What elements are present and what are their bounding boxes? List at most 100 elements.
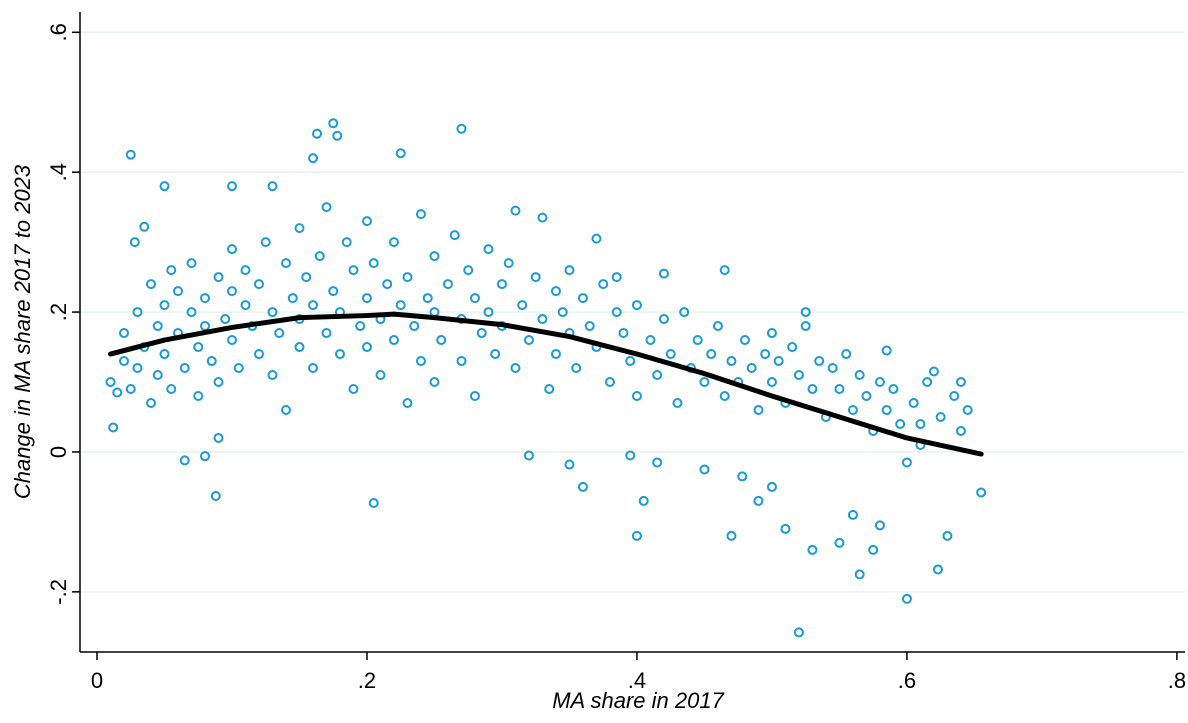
point bbox=[793, 627, 804, 638]
point bbox=[935, 411, 946, 422]
scatter-points bbox=[105, 118, 987, 638]
point bbox=[922, 377, 933, 388]
x-axis-title: MA share in 2017 bbox=[552, 688, 724, 713]
point bbox=[672, 397, 683, 408]
point bbox=[179, 363, 190, 374]
point bbox=[199, 451, 210, 462]
point bbox=[119, 356, 130, 367]
point bbox=[361, 293, 372, 304]
point bbox=[699, 464, 710, 475]
point bbox=[402, 272, 413, 283]
point bbox=[753, 404, 764, 415]
point bbox=[415, 356, 426, 367]
point bbox=[719, 265, 730, 276]
point bbox=[496, 279, 507, 290]
point bbox=[564, 265, 575, 276]
grid bbox=[80, 31, 1185, 593]
point bbox=[328, 118, 339, 129]
point bbox=[375, 370, 386, 381]
point bbox=[361, 342, 372, 353]
point bbox=[321, 328, 332, 339]
point bbox=[456, 123, 467, 134]
point bbox=[591, 233, 602, 244]
point bbox=[932, 564, 943, 575]
point bbox=[712, 321, 723, 332]
point bbox=[409, 321, 420, 332]
point bbox=[510, 363, 521, 374]
point bbox=[874, 377, 885, 388]
point bbox=[139, 221, 150, 232]
point bbox=[658, 314, 669, 325]
point bbox=[834, 537, 845, 548]
point bbox=[132, 307, 143, 318]
point bbox=[550, 349, 561, 360]
point bbox=[226, 181, 237, 192]
point bbox=[611, 272, 622, 283]
point bbox=[719, 391, 730, 401]
point bbox=[854, 569, 865, 580]
point bbox=[388, 237, 399, 248]
point bbox=[193, 391, 204, 401]
point bbox=[760, 349, 771, 360]
point bbox=[368, 498, 379, 509]
point bbox=[652, 457, 663, 468]
point bbox=[280, 404, 291, 415]
point bbox=[780, 523, 791, 534]
point bbox=[125, 149, 136, 160]
point bbox=[976, 487, 987, 498]
point bbox=[287, 293, 298, 304]
point bbox=[766, 328, 777, 339]
point bbox=[112, 387, 123, 398]
point bbox=[523, 335, 534, 346]
point bbox=[166, 265, 177, 276]
point bbox=[571, 363, 582, 374]
point bbox=[544, 384, 555, 395]
point bbox=[800, 307, 811, 318]
point bbox=[314, 251, 325, 262]
point bbox=[881, 345, 892, 356]
point bbox=[490, 349, 501, 360]
point bbox=[962, 404, 973, 415]
point bbox=[665, 349, 676, 360]
point bbox=[307, 153, 318, 164]
point bbox=[841, 349, 852, 360]
point bbox=[557, 307, 568, 318]
point bbox=[267, 307, 278, 318]
point bbox=[355, 321, 366, 332]
point bbox=[618, 328, 629, 339]
point bbox=[827, 363, 838, 374]
point bbox=[881, 404, 892, 415]
point bbox=[226, 335, 237, 346]
point bbox=[955, 377, 966, 388]
point bbox=[955, 425, 966, 436]
point bbox=[179, 455, 190, 466]
point bbox=[429, 251, 440, 262]
point bbox=[294, 223, 305, 234]
point bbox=[388, 335, 399, 346]
point bbox=[483, 307, 494, 318]
point bbox=[253, 349, 264, 360]
point bbox=[625, 356, 636, 367]
point bbox=[213, 272, 224, 283]
point bbox=[915, 418, 926, 429]
point bbox=[523, 450, 534, 461]
point bbox=[429, 377, 440, 388]
point bbox=[402, 397, 413, 408]
point bbox=[901, 457, 912, 468]
point bbox=[361, 216, 372, 227]
y-tick-label: 0 bbox=[46, 446, 71, 458]
point bbox=[530, 272, 541, 283]
point bbox=[631, 391, 642, 401]
point bbox=[105, 377, 116, 388]
fit-line bbox=[108, 311, 984, 457]
point bbox=[901, 593, 912, 604]
point bbox=[692, 335, 703, 346]
point bbox=[213, 377, 224, 388]
point bbox=[942, 530, 953, 541]
point bbox=[584, 321, 595, 332]
point bbox=[638, 495, 649, 506]
y-axis-title: Change in MA share 2017 to 2023 bbox=[10, 164, 35, 499]
point bbox=[328, 286, 339, 297]
point bbox=[220, 314, 231, 325]
point bbox=[173, 286, 184, 297]
